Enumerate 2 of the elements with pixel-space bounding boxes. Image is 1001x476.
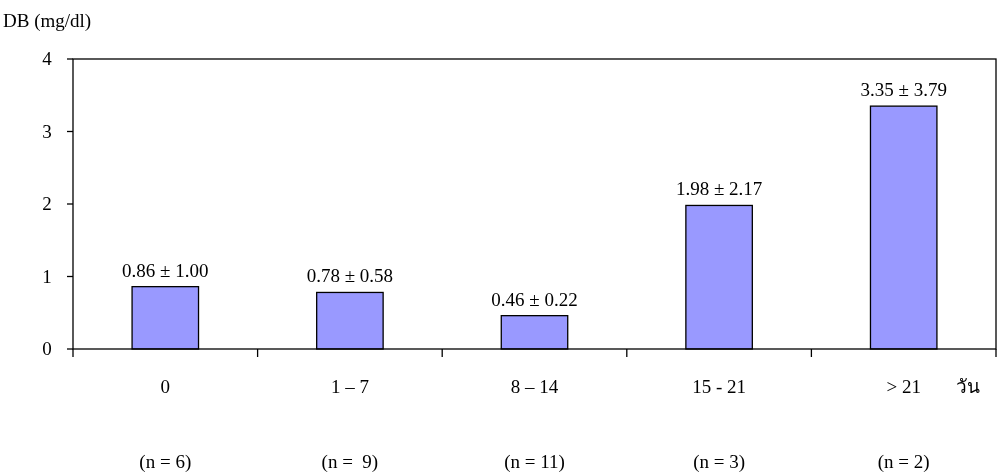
ylabel: DB (mg/dl): [3, 10, 92, 31]
xlabel: วัน: [956, 376, 980, 397]
